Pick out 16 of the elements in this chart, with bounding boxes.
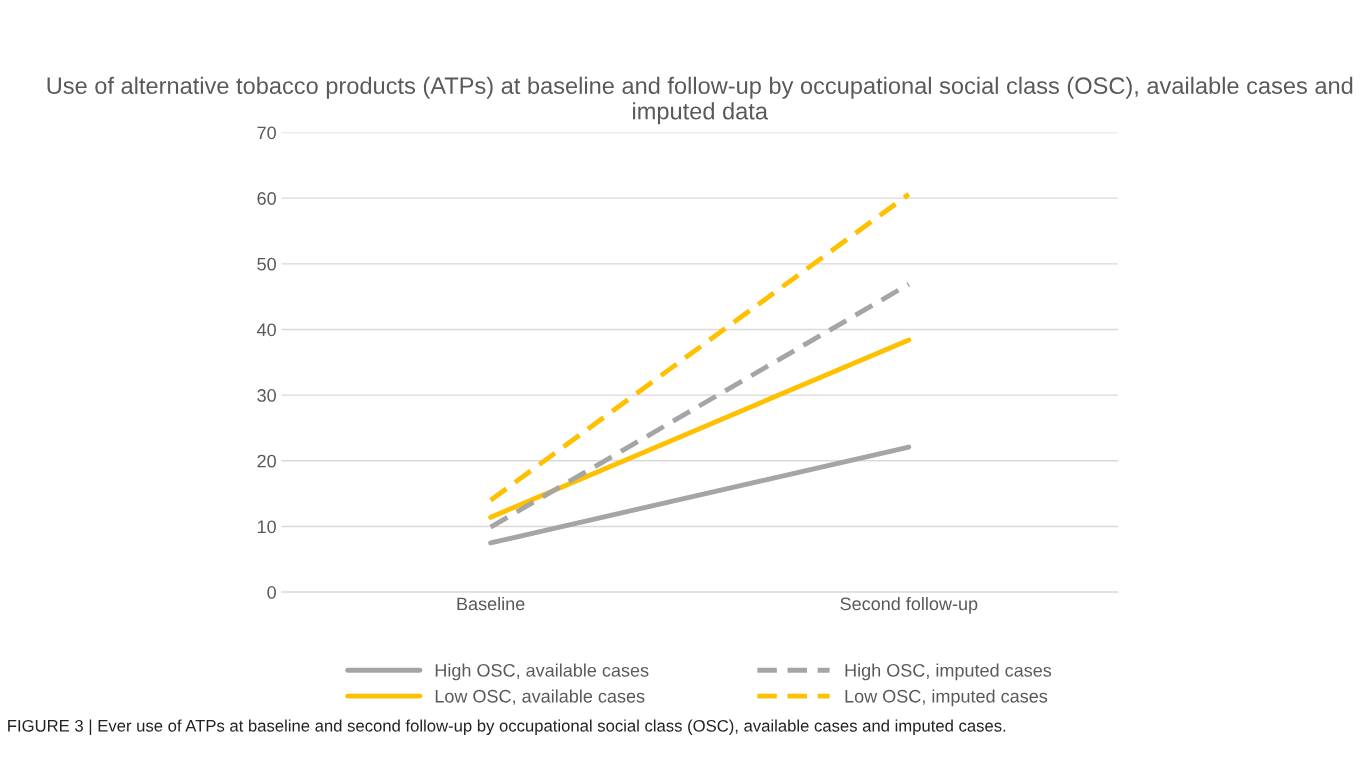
y-tick-label: 70	[257, 126, 276, 140]
chart-title: Use of alternative tobacco products (ATPs) at baseline and follow-up by occupational social class (OSC), available cases and imputed data	[47, 76, 1353, 125]
y-tick-label: 20	[257, 454, 276, 468]
y-tick-label: 10	[257, 520, 276, 534]
legend-label: High OSC, imputed cases	[845, 663, 1052, 681]
y-tick-label: 40	[256, 323, 276, 337]
y-tick-label: 50	[257, 257, 276, 271]
legend-label: High OSC, available cases	[435, 663, 649, 681]
legend-label: Low OSC, imputed cases	[845, 689, 1048, 707]
x-tick-label: Second follow-up	[840, 596, 978, 614]
y-tick-label: 30	[257, 389, 276, 402]
y-tick-label: 60	[257, 192, 276, 205]
x-tick-label: Baseline	[457, 596, 525, 611]
legend-label: Low OSC, available cases	[435, 689, 645, 705]
y-tick-label: 0	[267, 586, 276, 599]
caption: FIGURE 3 | Ever use of ATPs at baseline and second follow-up by occupational social class (OSC), available cases and imputed cases.	[8, 719, 1006, 736]
